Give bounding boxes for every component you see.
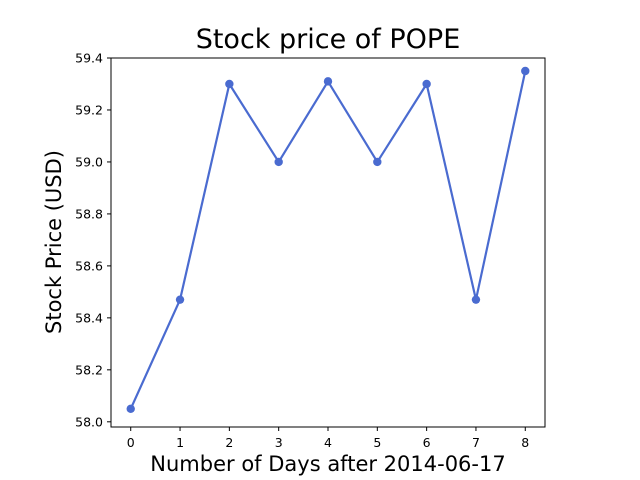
x-tick-label: 6 xyxy=(423,435,431,450)
data-point xyxy=(373,157,382,167)
y-axis: 58.0 58.2 58.4 58.6 58.8 59.0 59.2 59.4 xyxy=(75,51,111,429)
y-tick-label: 59.2 xyxy=(75,102,103,117)
x-tick-label: 0 xyxy=(127,435,135,450)
x-axis: 0 1 2 3 4 5 6 7 8 xyxy=(127,427,529,450)
data-point xyxy=(225,79,234,89)
x-tick-label: 8 xyxy=(521,435,529,450)
x-tick-label: 3 xyxy=(275,435,283,450)
y-axis-label: Stock Price (USD) xyxy=(42,150,66,334)
data-point xyxy=(521,66,530,76)
y-tick-label: 58.8 xyxy=(75,206,103,221)
y-tick-label: 59.4 xyxy=(75,51,103,66)
data-point xyxy=(422,79,431,89)
data-point xyxy=(126,404,135,414)
y-tick-label: 58.0 xyxy=(75,414,103,429)
x-axis-label: Number of Days after 2014-06-17 xyxy=(150,452,505,476)
data-point xyxy=(323,77,333,86)
x-tick-label: 1 xyxy=(176,435,184,450)
y-tick-label: 58.2 xyxy=(75,362,103,377)
x-tick-label: 7 xyxy=(472,435,480,450)
x-tick-label: 4 xyxy=(324,435,332,450)
series-layer xyxy=(126,66,530,414)
data-point xyxy=(274,157,283,167)
x-tick-label: 5 xyxy=(373,435,381,450)
y-tick-label: 58.6 xyxy=(75,258,103,273)
data-point xyxy=(471,295,481,304)
y-tick-label: 58.4 xyxy=(75,310,103,325)
y-tick-label: 59.0 xyxy=(75,154,103,169)
chart-title: Stock price of POPE xyxy=(196,24,461,55)
x-tick-label: 2 xyxy=(225,435,233,450)
data-point xyxy=(175,295,185,304)
